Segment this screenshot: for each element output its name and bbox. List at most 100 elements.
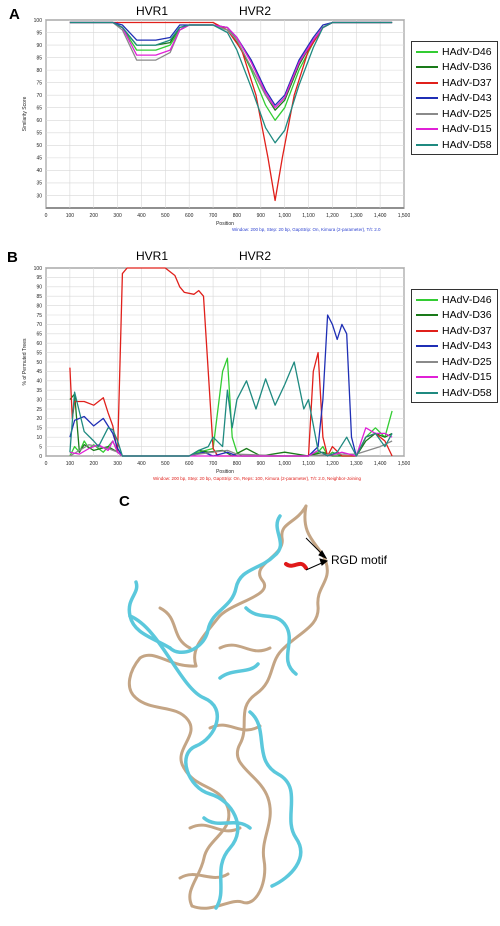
chart-b-ytick-label: 55 xyxy=(36,350,42,356)
chart-b-ytick-label: 35 xyxy=(36,388,42,394)
chart-b-series-hadv-d58 xyxy=(69,361,393,457)
chart-a-xtick-label: 200 xyxy=(90,213,99,219)
chart-a-xtick-label: 1,500 xyxy=(398,213,410,219)
chart-a-xtick-label: 600 xyxy=(185,213,194,219)
chart-a-legend-label: HAdV-D36 xyxy=(442,61,492,74)
chart-b-ytick-label: 65 xyxy=(36,332,42,338)
chart-a-legend-entry: HAdV-D46 xyxy=(412,44,497,60)
chart-a-ytick-label: 45 xyxy=(36,156,42,162)
chart-b-legend-swatch xyxy=(416,360,438,363)
chart-b-legend-swatch xyxy=(416,329,438,332)
chart-a-ytick-label: 75 xyxy=(36,80,42,86)
chart-a-ytick-label: 65 xyxy=(36,106,42,112)
hvr1-label-b: HVR1 xyxy=(136,249,169,263)
chart-a-xtick-label: 0 xyxy=(45,213,48,219)
chart-b-xaxis-label: Position xyxy=(216,469,234,475)
chart-b-ytick-label: 60 xyxy=(36,341,42,347)
chart-a-ytick-label: 95 xyxy=(36,30,42,36)
chart-a-ytick-label: 55 xyxy=(36,131,42,137)
chart-b-ytick-label: 85 xyxy=(36,294,42,300)
chart-b-legend-swatch xyxy=(416,298,438,301)
chart-a-legend-entry: HAdV-D37 xyxy=(412,75,497,91)
chart-a-settings-note: Window: 200 bp, Step: 20 bp, GapStrip: O… xyxy=(232,227,381,232)
chart-b-legend-entry: HAdV-D25 xyxy=(412,354,497,370)
chart-b-ytick-label: 45 xyxy=(36,369,42,375)
chart-a-yaxis-label: Similarity Score xyxy=(22,96,28,131)
chart-b-legend-swatch xyxy=(416,345,438,348)
chart-b-xtick-label: 1,400 xyxy=(374,461,387,467)
chart-a-legend-label: HAdV-D37 xyxy=(442,76,492,89)
chart-b-ytick-label: 15 xyxy=(36,426,42,432)
chart-b-legend-label: HAdV-D46 xyxy=(442,293,492,306)
hvr2-label-b: HVR2 xyxy=(239,249,272,263)
chart-b-legend-entry: HAdV-D15 xyxy=(412,370,497,386)
chart-a-xtick-label: 1,400 xyxy=(374,213,387,219)
chart-a-legend-swatch xyxy=(416,81,438,84)
similarity-plot: 30 35 40 45 50 55 60 65 70 75 80 85 90 95 100 0 100 200 30… xyxy=(22,18,410,227)
bootscan-plot: 0 5 10 15 20 25 30 35 40 45 50 55 60 65 70 75 80 85 90 95 10… xyxy=(22,266,410,475)
chart-a-legend-swatch xyxy=(416,97,438,100)
chart-a-xaxis-label: Position xyxy=(216,221,234,227)
chart-a-xtick-label: 900 xyxy=(257,213,266,219)
chart-b-xtick-label: 800 xyxy=(233,461,242,467)
chart-a-legend-entry: HAdV-D36 xyxy=(412,60,497,76)
chart-a-ytick-label: 60 xyxy=(36,118,42,124)
chart-a-legend-label: HAdV-D15 xyxy=(442,123,492,136)
chart-a-legend-swatch xyxy=(416,112,438,115)
chart-b-xtick-label: 300 xyxy=(113,461,122,467)
chart-b-xtick-label: 1,100 xyxy=(302,461,315,467)
panel-a-letter: A xyxy=(9,6,20,23)
chart-b-xtick-label: 900 xyxy=(257,461,266,467)
chart-b-settings-note: Window: 200 bp, Step: 20 bp, GapStrip: O… xyxy=(153,476,362,481)
chart-b-xtick-label: 1,000 xyxy=(278,461,291,467)
chart-a-legend-swatch xyxy=(416,128,438,131)
chart-b-legend-label: HAdV-D36 xyxy=(442,309,492,322)
chart-b-ytick-label: 25 xyxy=(36,407,42,413)
chart-b-legend-label: HAdV-D58 xyxy=(442,386,492,399)
chart-a-xtick-label: 1,000 xyxy=(278,213,291,219)
protein-structure-ribbon xyxy=(127,504,329,910)
chart-a-xtick-label: 500 xyxy=(161,213,170,219)
chart-a-ytick-label: 70 xyxy=(36,93,42,99)
chart-a-ytick-label: 100 xyxy=(34,18,43,24)
chart-a-legend-entry: HAdV-D43 xyxy=(412,91,497,107)
chart-b-legend-entry: HAdV-D43 xyxy=(412,339,497,355)
chart-a-legend-entry: HAdV-D15 xyxy=(412,122,497,138)
chart-a-legend-entry: HAdV-D58 xyxy=(412,137,497,153)
chart-a-xtick-label: 400 xyxy=(137,213,146,219)
hvr2-label-a: HVR2 xyxy=(239,4,272,18)
chart-b-ytick-label: 90 xyxy=(36,285,42,291)
chart-a-xtick-label: 100 xyxy=(66,213,75,219)
chart-a-legend-label: HAdV-D43 xyxy=(442,92,492,105)
chart-a-xtick-label: 1,300 xyxy=(350,213,363,219)
chart-b-legend-label: HAdV-D37 xyxy=(442,324,492,337)
chart-b-series-hadv-d43 xyxy=(69,314,357,457)
chart-b-ytick-label: 40 xyxy=(36,379,42,385)
chart-a-legend-entry: HAdV-D25 xyxy=(412,106,497,122)
chart-b-xtick-label: 700 xyxy=(209,461,218,467)
chart-b-ytick-label: 80 xyxy=(36,303,42,309)
chart-b-legend-swatch xyxy=(416,391,438,394)
chart-b-ytick-label: 50 xyxy=(36,360,42,366)
chart-b-ytick-label: 95 xyxy=(36,275,42,281)
chart-b-series-hadv-d15 xyxy=(69,427,393,457)
chart-b-ytick-label: 5 xyxy=(39,444,42,450)
chart-a-ytick-label: 35 xyxy=(36,181,42,187)
chart-a-xtick-label: 700 xyxy=(209,213,218,219)
chart-b-legend-swatch xyxy=(416,376,438,379)
rgd-motif-highlight xyxy=(284,561,308,570)
chart-a-ytick-label: 40 xyxy=(36,168,42,174)
chart-b-legend-entry: HAdV-D37 xyxy=(412,323,497,339)
chart-a-ytick-label: 90 xyxy=(36,43,42,49)
chart-b-series-hadv-d37 xyxy=(69,267,393,457)
panel-b-letter: B xyxy=(7,249,18,266)
chart-b-xtick-label: 500 xyxy=(161,461,170,467)
chart-b-ytick-label: 100 xyxy=(34,266,43,272)
chart-b-xtick-label: 1,200 xyxy=(326,461,339,467)
legend-chart-b: HAdV-D46 HAdV-D36 HAdV-D37 HAdV-D43 HAdV-D25… xyxy=(411,289,498,403)
motif-arrows xyxy=(305,537,329,571)
chart-a-plot-area xyxy=(45,19,405,209)
legend-chart-a: HAdV-D46 HAdV-D36 HAdV-D37 HAdV-D43 HAdV-D25… xyxy=(411,41,498,155)
ribbon-cyan xyxy=(127,514,303,910)
chart-b-yaxis-label: % of Permuted Trees xyxy=(22,338,28,385)
